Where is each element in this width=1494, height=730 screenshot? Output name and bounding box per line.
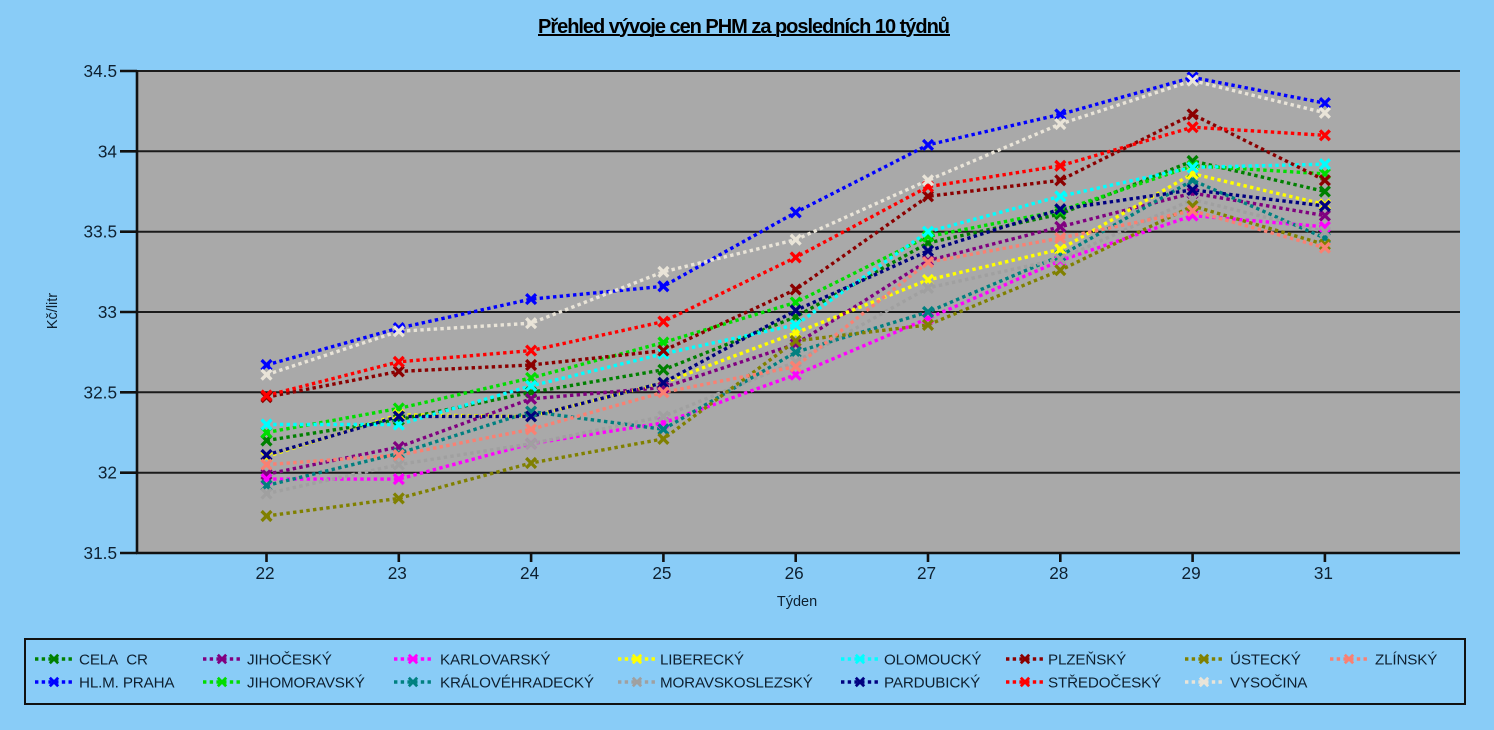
svg-text:25: 25 [652,563,671,583]
svg-text:PLZEŇSKÝ: PLZEŇSKÝ [1048,652,1126,669]
svg-text:31.5: 31.5 [84,543,117,563]
svg-text:33.5: 33.5 [84,222,117,242]
svg-text:JIHOMORAVSKÝ: JIHOMORAVSKÝ [247,675,365,692]
svg-text:PARDUBICKÝ: PARDUBICKÝ [884,675,980,692]
svg-text:33: 33 [98,302,117,322]
svg-text:26: 26 [785,563,804,583]
svg-text:MORAVSKOSLEZSKÝ: MORAVSKOSLEZSKÝ [660,675,813,692]
svg-text:32.5: 32.5 [84,382,117,402]
svg-text:KRÁLOVÉHRADECKÝ: KRÁLOVÉHRADECKÝ [440,675,594,692]
svg-text:Přehled vývoje cen PHM za posl: Přehled vývoje cen PHM za posledních 10 … [538,16,950,38]
svg-text:JIHOČESKÝ: JIHOČESKÝ [247,652,332,669]
svg-text:ZLÍNSKÝ: ZLÍNSKÝ [1375,652,1437,669]
svg-text:34.5: 34.5 [84,61,117,81]
svg-text:KARLOVARSKÝ: KARLOVARSKÝ [440,652,550,669]
svg-text:ÚSTECKÝ: ÚSTECKÝ [1230,652,1301,669]
svg-text:34: 34 [98,141,118,161]
svg-text:OLOMOUCKÝ: OLOMOUCKÝ [884,652,981,669]
svg-text:32: 32 [98,463,117,483]
svg-text:HL.M. PRAHA: HL.M. PRAHA [79,675,175,692]
svg-text:29: 29 [1182,563,1201,583]
svg-text:22: 22 [255,563,274,583]
svg-text:23: 23 [388,563,407,583]
svg-text:24: 24 [520,563,540,583]
svg-text:CELA CR: CELA CR [79,652,148,669]
svg-text:31: 31 [1314,563,1333,583]
svg-text:Týden: Týden [777,594,817,610]
svg-text:LIBERECKÝ: LIBERECKÝ [660,652,744,669]
svg-text:VYSOČINA: VYSOČINA [1230,675,1308,692]
svg-text:STŘEDOČESKÝ: STŘEDOČESKÝ [1048,675,1161,692]
svg-text:Kč/litr: Kč/litr [45,293,61,329]
svg-text:27: 27 [917,563,936,583]
svg-text:28: 28 [1049,563,1068,583]
